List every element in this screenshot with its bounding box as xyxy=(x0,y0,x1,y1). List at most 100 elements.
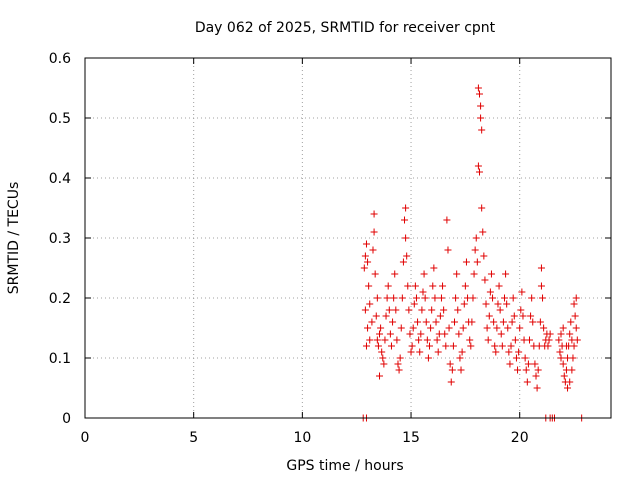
data-point xyxy=(479,228,487,236)
data-point xyxy=(416,348,424,356)
data-point xyxy=(452,294,460,302)
data-point xyxy=(503,300,511,308)
data-point xyxy=(379,354,387,362)
data-point xyxy=(377,324,385,332)
data-point xyxy=(470,270,478,278)
data-point xyxy=(466,336,474,344)
data-point xyxy=(502,270,510,278)
data-point xyxy=(507,342,515,350)
data-point xyxy=(402,204,410,212)
chart-title: Day 062 of 2025, SRMTID for receiver cpn… xyxy=(195,20,496,36)
data-point xyxy=(373,336,381,344)
x-tick-label: 20 xyxy=(511,430,529,446)
data-point xyxy=(572,294,580,302)
data-point xyxy=(493,324,501,332)
data-point xyxy=(567,318,575,326)
data-point xyxy=(426,342,434,350)
x-axis-label: GPS time / hours xyxy=(286,458,403,474)
data-point xyxy=(474,84,482,92)
data-point xyxy=(370,228,378,236)
data-point xyxy=(480,252,488,260)
data-point xyxy=(390,294,398,302)
data-point xyxy=(497,330,505,338)
data-point xyxy=(406,330,414,338)
data-point xyxy=(546,330,554,338)
data-point xyxy=(521,354,529,362)
data-point xyxy=(557,330,565,338)
data-point xyxy=(482,300,490,308)
data-point xyxy=(398,294,406,302)
data-point xyxy=(453,270,461,278)
y-tick-label: 0.6 xyxy=(49,51,71,67)
data-point xyxy=(447,378,455,386)
data-point xyxy=(562,342,570,350)
data-point xyxy=(432,318,440,326)
data-point xyxy=(477,114,485,122)
data-point xyxy=(427,324,435,332)
data-point xyxy=(399,258,407,266)
data-point xyxy=(408,342,416,350)
data-point xyxy=(473,258,481,266)
y-tick-label: 0.4 xyxy=(49,171,71,187)
data-point xyxy=(522,366,530,374)
data-point xyxy=(442,342,450,350)
data-point xyxy=(387,342,395,350)
data-point xyxy=(515,348,523,356)
data-point xyxy=(448,366,456,374)
data-point xyxy=(518,288,526,296)
data-point xyxy=(441,330,449,338)
data-point xyxy=(469,294,477,302)
data-point xyxy=(509,294,517,302)
data-point xyxy=(384,282,392,290)
data-point xyxy=(382,312,390,320)
data-point xyxy=(460,300,468,308)
data-point xyxy=(405,306,413,314)
data-point xyxy=(362,342,370,350)
data-point xyxy=(506,360,514,368)
data-point xyxy=(533,384,541,392)
data-point xyxy=(444,246,452,254)
data-point xyxy=(361,252,369,260)
data-point xyxy=(393,336,401,344)
data-point xyxy=(494,300,502,308)
data-point xyxy=(385,306,393,314)
data-point xyxy=(537,282,545,290)
data-point xyxy=(511,336,519,344)
y-tick-label: 0.5 xyxy=(49,111,71,127)
data-point xyxy=(403,252,411,260)
data-point xyxy=(370,210,378,218)
data-point xyxy=(490,318,498,326)
data-point xyxy=(397,324,405,332)
data-point xyxy=(499,318,507,326)
data-points xyxy=(359,84,586,422)
x-tick-label: 5 xyxy=(189,430,198,446)
data-point xyxy=(360,264,368,272)
data-point xyxy=(446,360,454,368)
data-point xyxy=(512,354,520,362)
data-point xyxy=(573,336,581,344)
data-point xyxy=(374,342,382,350)
data-point xyxy=(571,312,579,320)
data-point xyxy=(454,306,462,314)
data-point xyxy=(380,360,388,368)
data-point xyxy=(539,294,547,302)
data-point xyxy=(383,294,391,302)
data-point xyxy=(422,318,430,326)
data-point xyxy=(495,282,503,290)
data-point xyxy=(487,270,495,278)
data-point xyxy=(391,270,399,278)
y-tick-labels: 0 0.1 0.2 0.3 0.4 0.5 0.6 xyxy=(49,51,71,427)
data-point xyxy=(421,294,429,302)
data-point xyxy=(418,306,426,314)
data-point xyxy=(376,372,384,380)
data-point xyxy=(362,240,370,248)
data-point xyxy=(373,294,381,302)
data-point xyxy=(455,330,463,338)
data-point xyxy=(412,294,420,302)
data-point xyxy=(491,342,499,350)
data-point xyxy=(386,330,394,338)
data-point xyxy=(555,336,563,344)
data-point xyxy=(477,102,485,110)
y-tick-label: 0 xyxy=(62,411,71,427)
data-point xyxy=(439,282,447,290)
